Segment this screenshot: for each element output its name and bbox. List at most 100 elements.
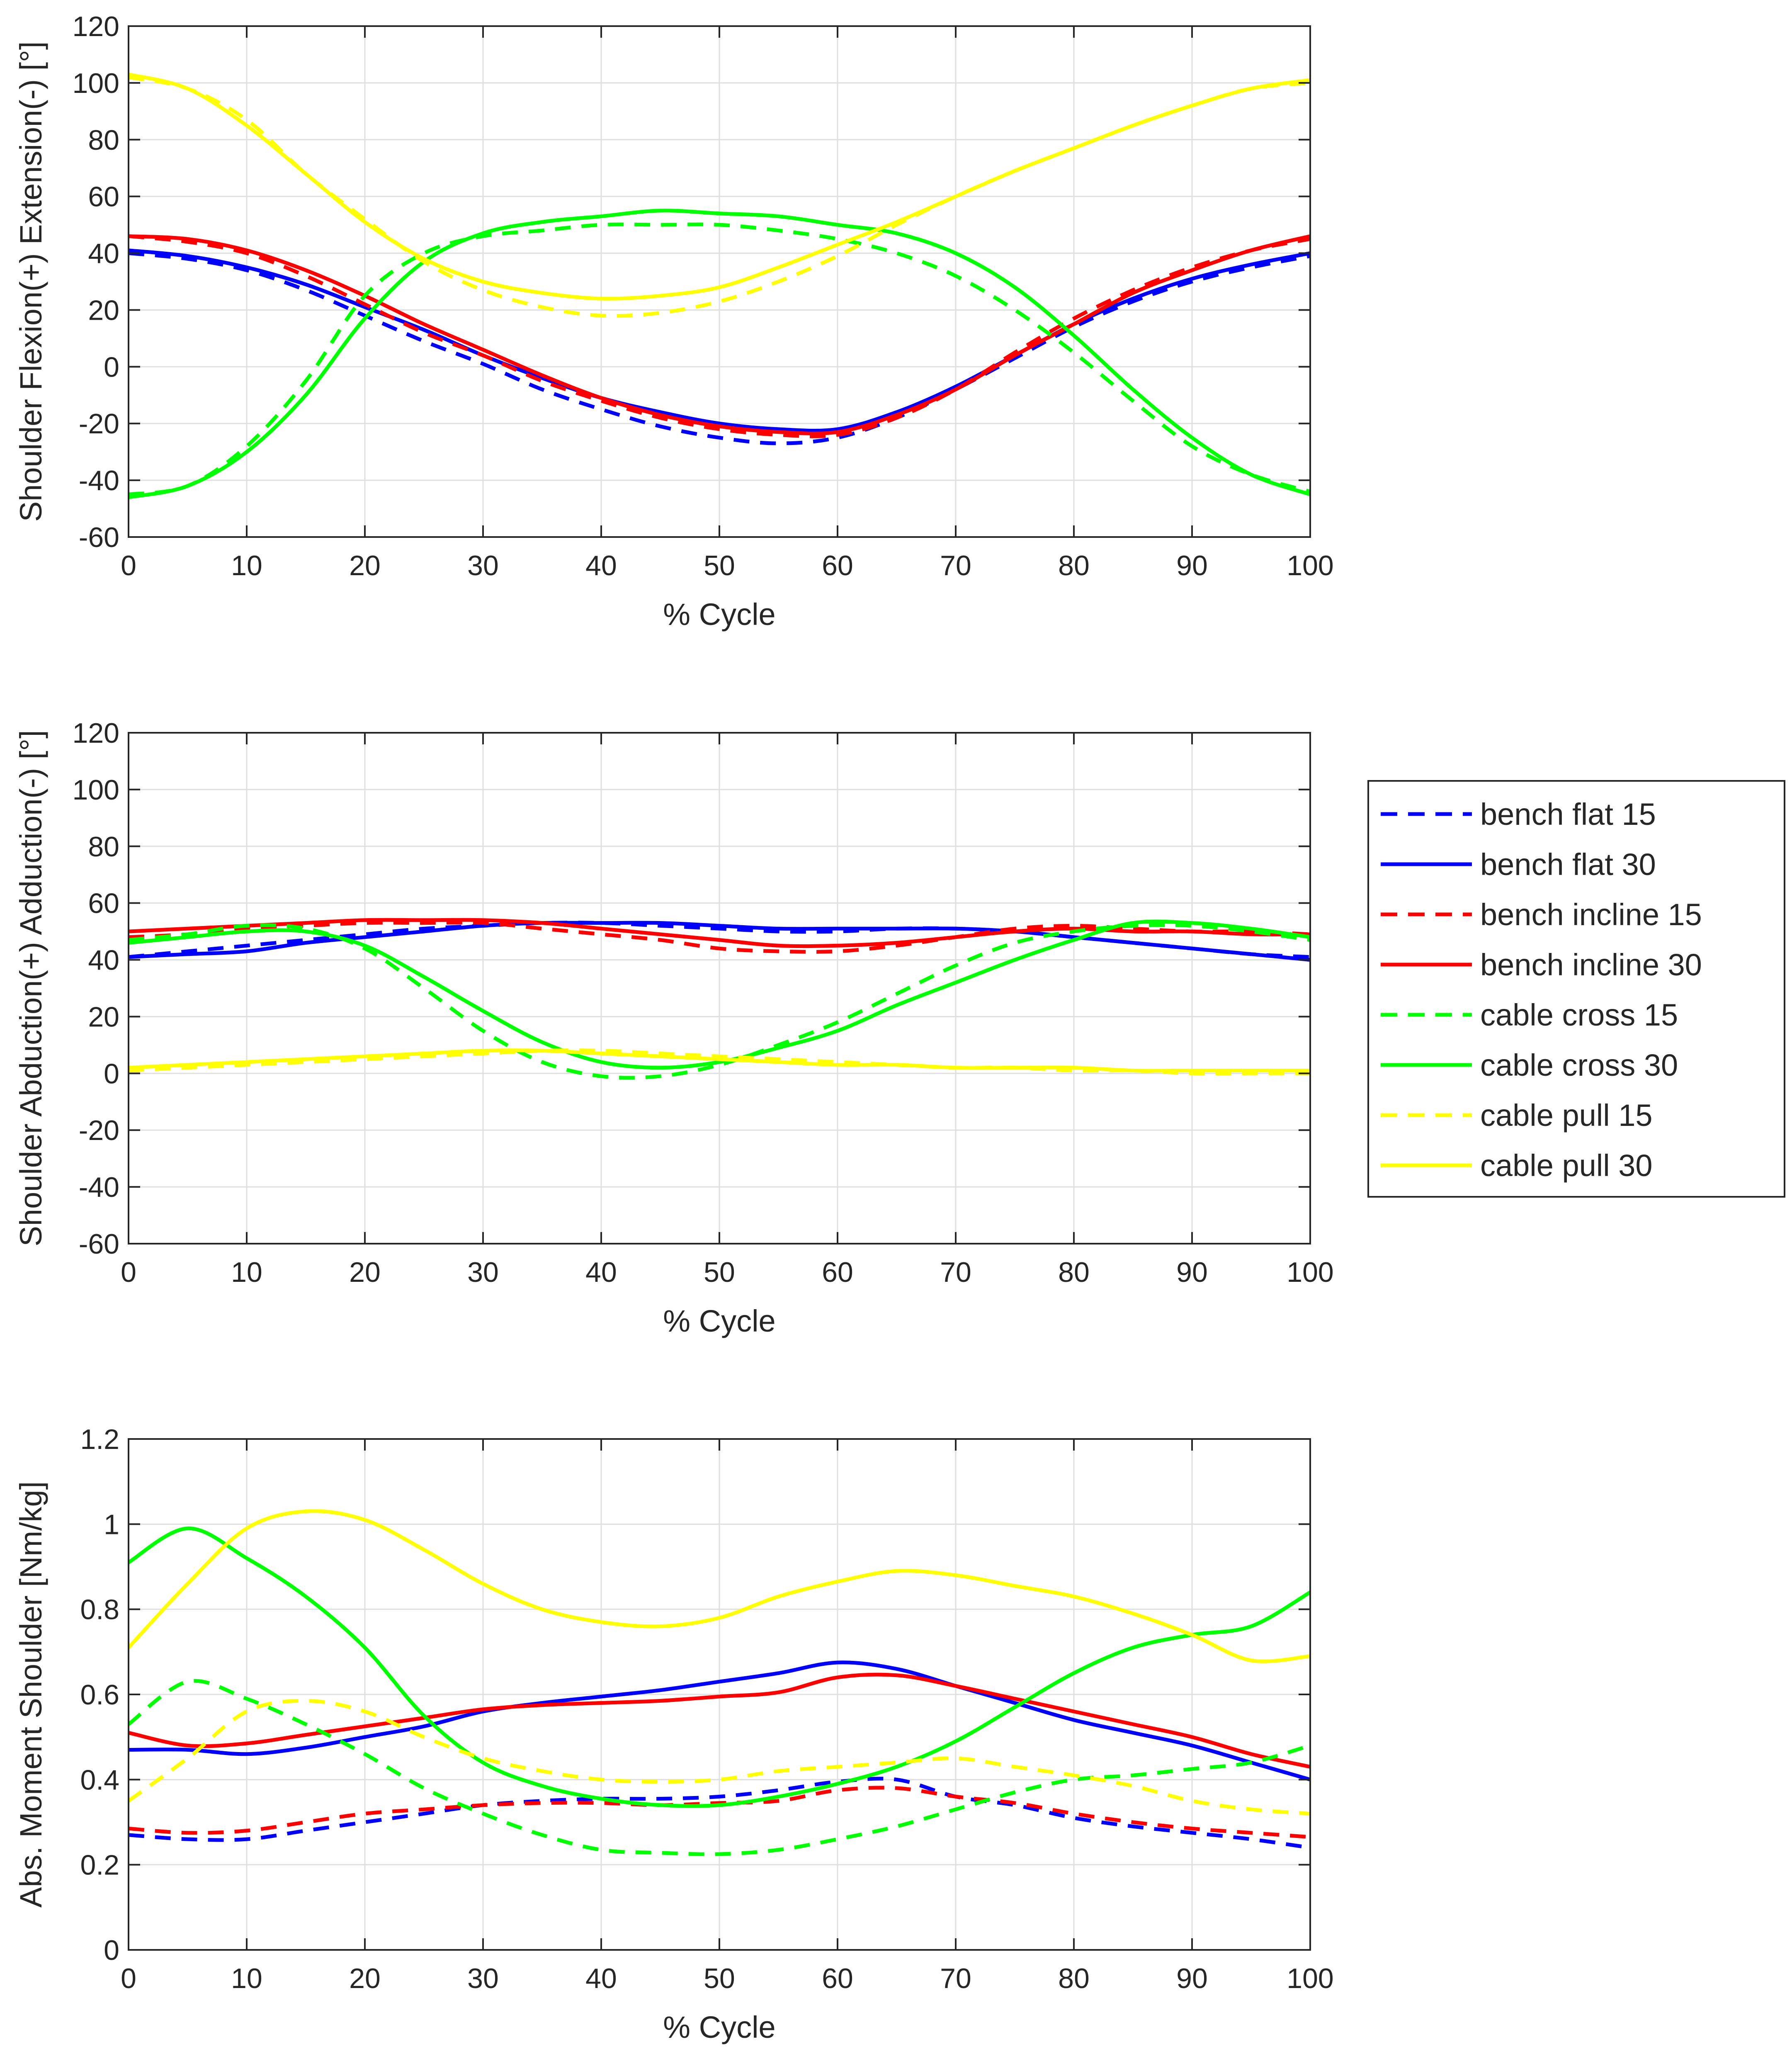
legend-item-cable-pull-15: cable pull 15 xyxy=(1381,1098,1653,1133)
y-axis-label: Shoulder Abduction(+) Adduction(-) [°] xyxy=(14,730,48,1246)
legend-item-bench-incline-30: bench incline 30 xyxy=(1381,948,1702,982)
legend-item-cable-pull-30: cable pull 30 xyxy=(1381,1148,1653,1183)
y-tick-label: 40 xyxy=(88,945,119,976)
y-tick-label: -60 xyxy=(79,522,119,553)
legend-label: bench flat 15 xyxy=(1480,797,1656,831)
series-line-bench-incline-15 xyxy=(129,1786,1310,1839)
legend-label: cable cross 15 xyxy=(1480,998,1678,1032)
series-line-cable-cross-15 xyxy=(129,923,1310,1080)
x-tick-label: 50 xyxy=(704,1257,735,1288)
x-tick-label: 90 xyxy=(1176,1963,1208,1994)
legend-label: bench flat 30 xyxy=(1480,847,1656,882)
y-tick-label: 100 xyxy=(73,68,119,99)
y-tick-label: 120 xyxy=(73,717,119,749)
legend-item-cable-cross-30: cable cross 30 xyxy=(1381,1048,1678,1082)
series-line-cable-cross-30 xyxy=(129,209,1310,499)
x-tick-label: 60 xyxy=(822,1257,853,1288)
x-tick-label: 10 xyxy=(231,550,262,581)
x-tick-label: 100 xyxy=(1287,550,1333,581)
x-tick-label: 70 xyxy=(940,1963,971,1994)
series-line-bench-flat-15 xyxy=(129,251,1310,445)
y-axis-label: Abs. Moment Shoulder [Nm/kg] xyxy=(14,1481,48,1908)
legend-label: cable pull 30 xyxy=(1480,1148,1653,1183)
series-line-bench-incline-15 xyxy=(129,234,1310,438)
x-tick-label: 50 xyxy=(704,1963,735,1994)
y-tick-label: 0.8 xyxy=(80,1594,119,1626)
x-tick-label: 0 xyxy=(121,1257,136,1288)
tick-group: 0 10 20 30 40 50 60 70 80 90 100 0 0.2 0.4 0.6 0.8 1 1.2 xyxy=(80,1424,1333,1994)
x-tick-label: 80 xyxy=(1058,1963,1090,1994)
legend-item-bench-flat-15: bench flat 15 xyxy=(1381,797,1656,831)
legend-label: bench incline 15 xyxy=(1480,897,1702,932)
x-tick-label: 40 xyxy=(585,550,617,581)
x-tick-label: 30 xyxy=(467,1963,499,1994)
series-line-cable-pull-30 xyxy=(129,73,1310,301)
y-tick-label: 20 xyxy=(88,294,119,326)
x-tick-label: 40 xyxy=(585,1963,617,1994)
legend-item-cable-cross-15: cable cross 15 xyxy=(1381,998,1678,1032)
legend-label: cable cross 30 xyxy=(1480,1048,1678,1082)
y-tick-label: 0.4 xyxy=(80,1764,119,1796)
y-tick-label: 40 xyxy=(88,238,119,270)
legend-item-bench-flat-30: bench flat 30 xyxy=(1381,847,1656,882)
legend-label: cable pull 15 xyxy=(1480,1098,1653,1133)
series-line-cable-cross-30 xyxy=(129,919,1310,1070)
x-tick-label: 80 xyxy=(1058,550,1090,581)
series-line-cable-cross-15 xyxy=(129,222,1310,496)
series-line-cable-cross-30 xyxy=(129,1526,1310,1808)
x-tick-label: 80 xyxy=(1058,1257,1090,1288)
series-line-bench-incline-30 xyxy=(129,918,1310,948)
y-tick-label: 0 xyxy=(104,351,119,383)
x-tick-label: 10 xyxy=(231,1963,262,1994)
series-line-bench-flat-30 xyxy=(129,1660,1310,1782)
y-tick-label: -40 xyxy=(79,1172,119,1203)
series-line-cable-pull-15 xyxy=(129,1699,1310,1816)
series-group xyxy=(129,73,1310,499)
y-tick-label: 1 xyxy=(104,1509,119,1540)
y-tick-label: 60 xyxy=(88,888,119,919)
legend-label: bench incline 30 xyxy=(1480,948,1702,982)
y-tick-label: 80 xyxy=(88,831,119,863)
chart-panel-3: 0 10 20 30 40 50 60 70 80 90 100 0 0.2 0.4 0.6 0.8 1 1.2%… xyxy=(14,1424,1334,2044)
x-tick-label: 50 xyxy=(704,550,735,581)
panels: 0 10 20 30 40 50 60 70 80 90 100-60-40-20020406080… xyxy=(14,11,1334,2044)
grid-lines xyxy=(128,1438,1311,1951)
series-line-cable-pull-30 xyxy=(129,1048,1310,1073)
y-tick-label: 0.6 xyxy=(80,1679,119,1711)
x-tick-label: 100 xyxy=(1287,1257,1333,1288)
x-tick-label: 90 xyxy=(1176,1257,1208,1288)
x-tick-label: 20 xyxy=(349,1963,381,1994)
y-tick-label: -60 xyxy=(79,1228,119,1260)
y-tick-label: 0 xyxy=(104,1935,119,1966)
y-axis-label: Shoulder Flexion(+) Extension(-) [°] xyxy=(14,41,48,522)
x-tick-label: 70 xyxy=(940,1257,971,1288)
y-tick-label: -40 xyxy=(79,465,119,496)
y-tick-label: 0 xyxy=(104,1058,119,1089)
series-group xyxy=(129,918,1310,1080)
y-tick-label: -20 xyxy=(79,1115,119,1146)
x-axis-label: % Cycle xyxy=(663,2010,775,2044)
series-line-cable-cross-15 xyxy=(129,1679,1310,1856)
y-tick-label: -20 xyxy=(79,408,119,440)
series-line-bench-flat-30 xyxy=(129,248,1310,433)
x-tick-label: 10 xyxy=(231,1257,262,1288)
series-line-bench-flat-15 xyxy=(129,1777,1310,1850)
series-line-bench-flat-30 xyxy=(129,921,1310,962)
x-tick-label: 60 xyxy=(822,550,853,581)
chart-panel-1: 0 10 20 30 40 50 60 70 80 90 100 -60 -40 -20 0 20 40 60 80… xyxy=(14,11,1334,632)
chart-panel-2: 0 10 20 30 40 50 60 70 80 90 100 -60 -40 -20 0 20 40 60 80… xyxy=(14,717,1334,1338)
x-tick-label: 90 xyxy=(1176,550,1208,581)
tick-group: 0 10 20 30 40 50 60 70 80 90 100 -60 -40 -20 0 20 40 60 80… xyxy=(73,11,1334,581)
y-tick-label: 80 xyxy=(88,124,119,156)
y-tick-label: 100 xyxy=(73,774,119,806)
x-tick-label: 60 xyxy=(822,1963,853,1994)
x-tick-label: 0 xyxy=(121,1963,136,1994)
y-tick-label: 120 xyxy=(73,11,119,42)
x-tick-label: 30 xyxy=(467,1257,499,1288)
x-tick-label: 30 xyxy=(467,550,499,581)
x-axis-label: % Cycle xyxy=(663,597,775,632)
y-tick-label: 60 xyxy=(88,181,119,213)
tick-group: 0 10 20 30 40 50 60 70 80 90 100 -60 -40 -20 0 20 40 60 80… xyxy=(73,717,1334,1288)
x-tick-label: 100 xyxy=(1287,1963,1333,1994)
